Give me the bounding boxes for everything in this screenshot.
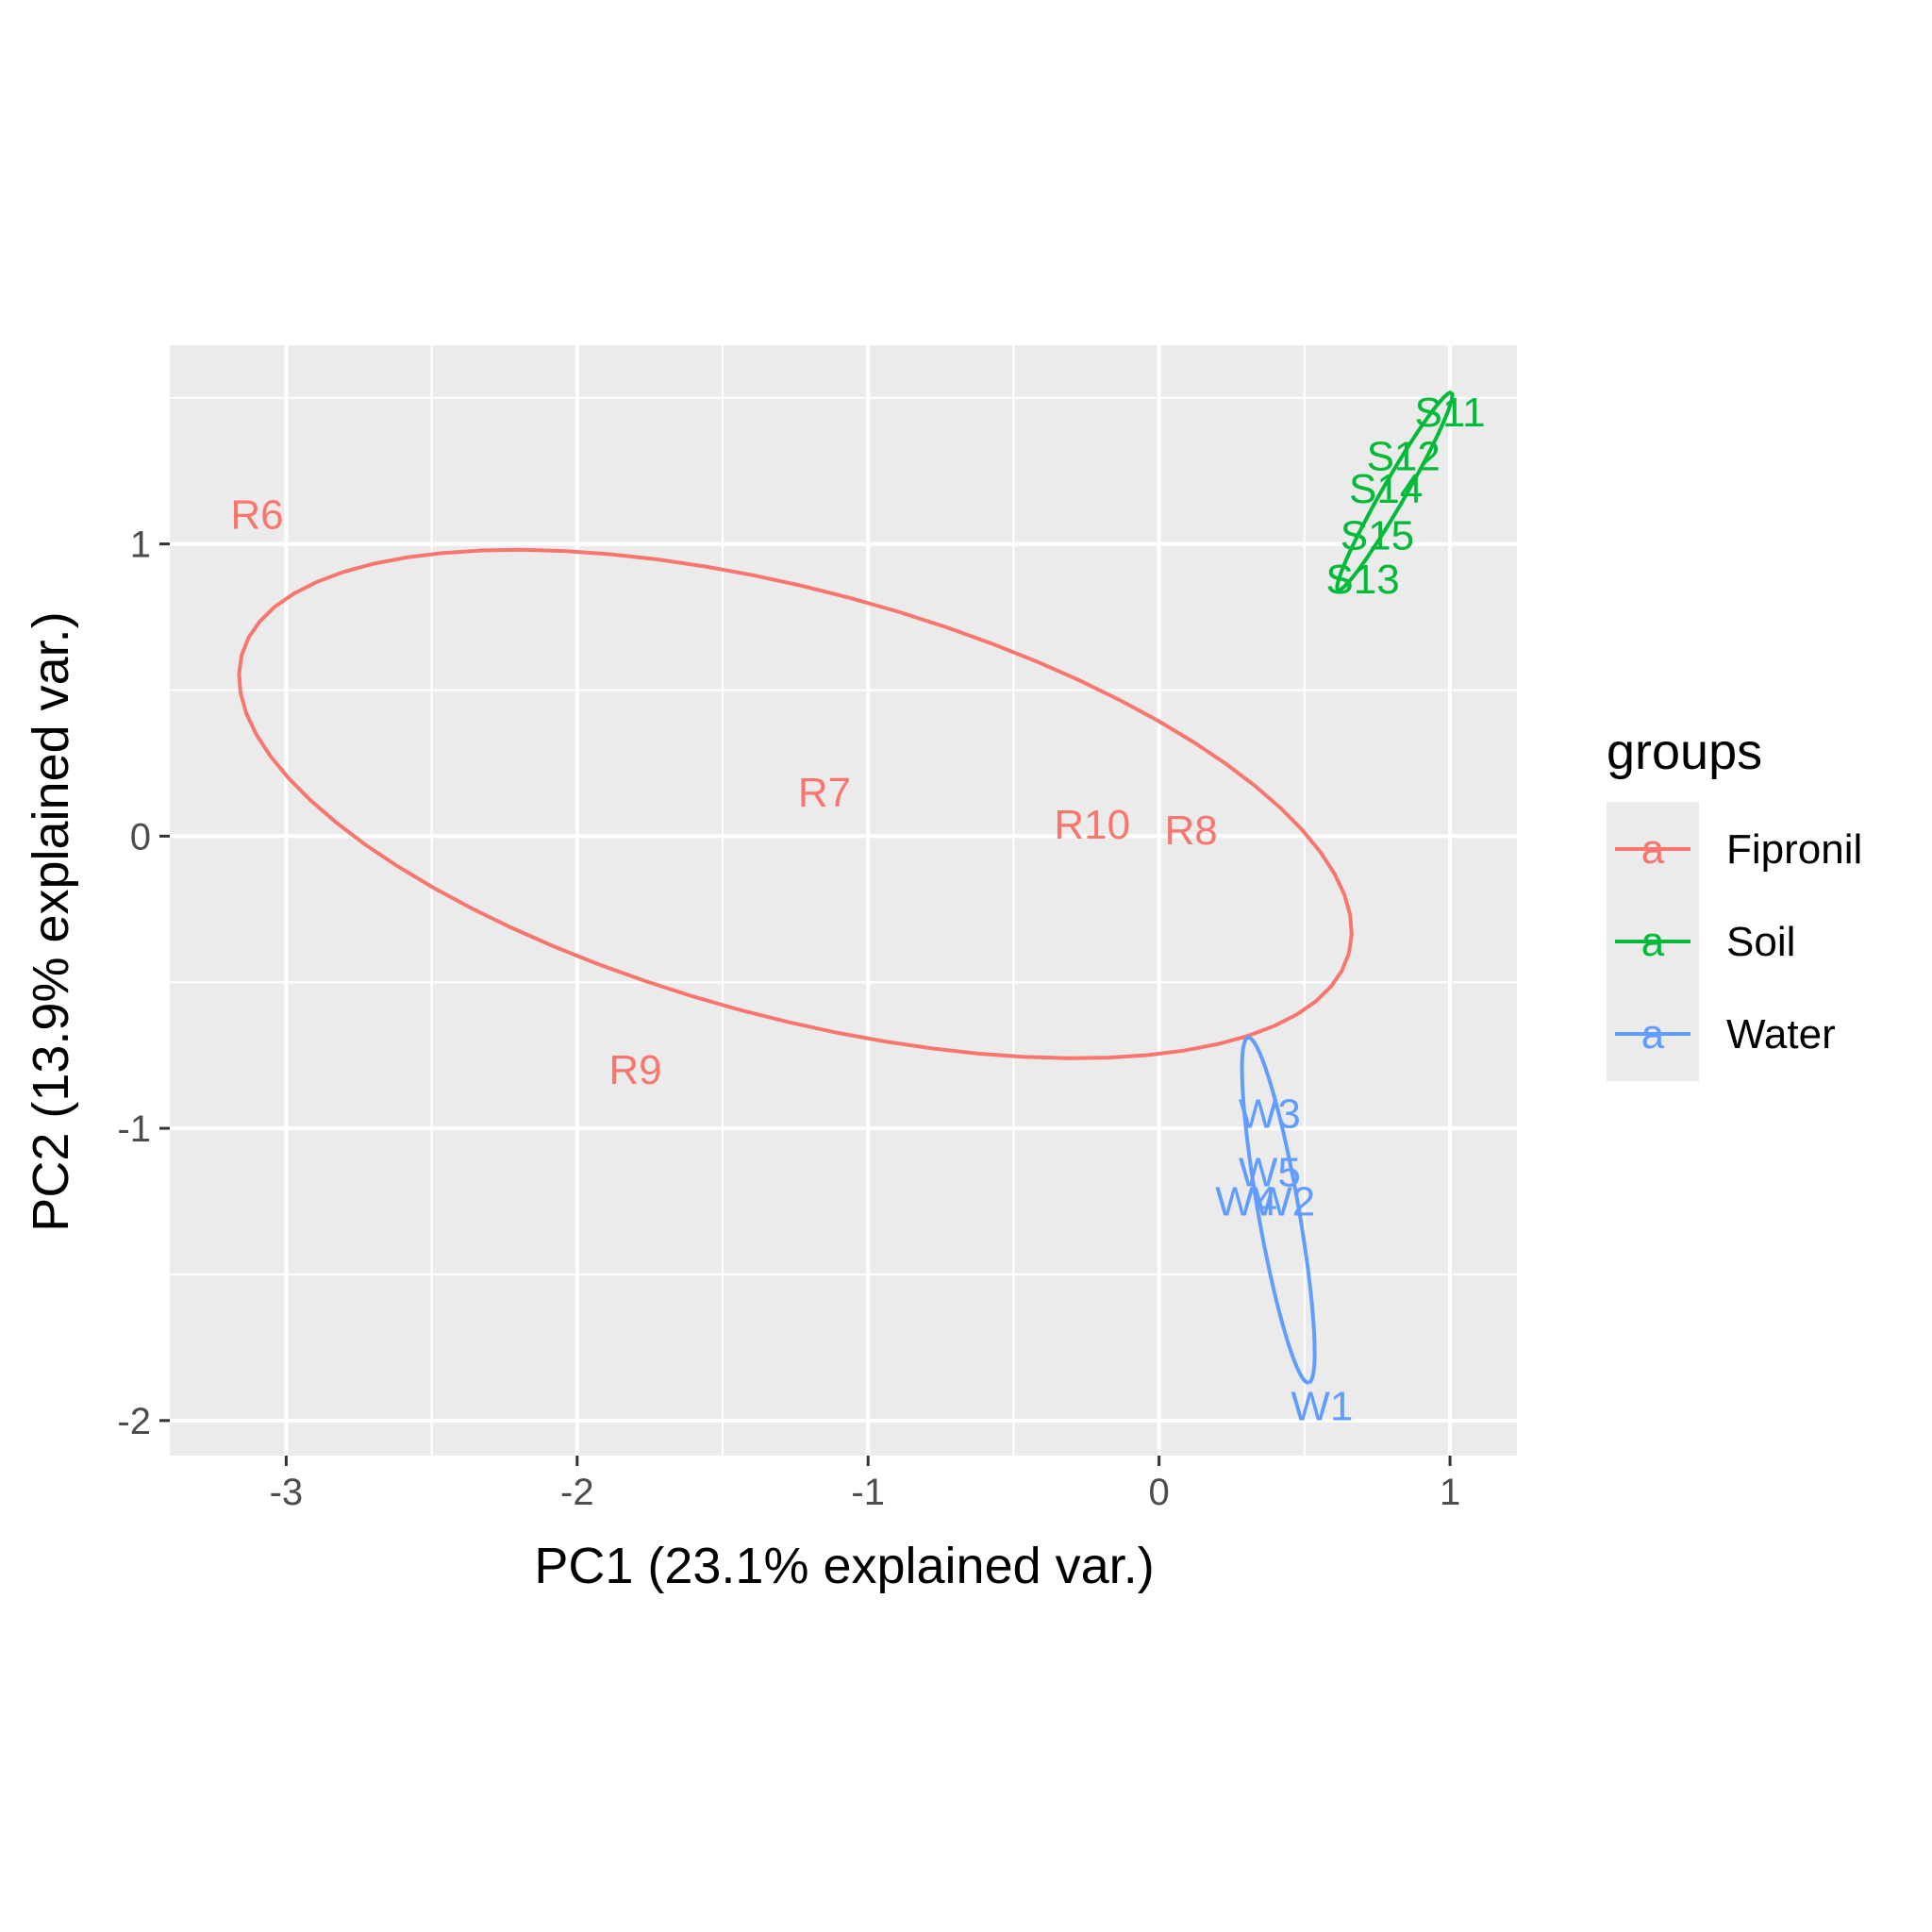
legend-key-glyph: a bbox=[1641, 919, 1665, 965]
y-axis: -2 -1 0 1 bbox=[117, 525, 170, 1442]
point-label-s12: S12 bbox=[1367, 434, 1441, 480]
legend-title: groups bbox=[1607, 724, 1762, 780]
ellipse-soil bbox=[1335, 391, 1455, 592]
point-label-w3: W3 bbox=[1239, 1091, 1301, 1138]
point-label-r9: R9 bbox=[608, 1047, 661, 1093]
y-tick-label: 1 bbox=[130, 525, 151, 566]
legend: groups a Fipronil a Soil a Water bbox=[1607, 724, 1862, 1081]
x-axis-title: PC1 (23.1% explained var.) bbox=[534, 1538, 1154, 1594]
point-label-r6: R6 bbox=[230, 492, 283, 539]
confidence-ellipses bbox=[237, 391, 1455, 1385]
point-label-s14: S14 bbox=[1349, 466, 1423, 512]
ellipse-fipronil bbox=[237, 547, 1354, 1060]
legend-label-soil: Soil bbox=[1726, 919, 1795, 965]
point-label-w1: W1 bbox=[1291, 1383, 1353, 1429]
panel-background bbox=[170, 345, 1517, 1456]
point-label-w5: W5 bbox=[1239, 1150, 1301, 1196]
x-tick-label: -2 bbox=[560, 1472, 594, 1513]
point-label-w2: W2 bbox=[1253, 1179, 1315, 1225]
ellipse-water bbox=[1240, 1035, 1317, 1385]
legend-key-glyph: a bbox=[1641, 826, 1665, 873]
x-tick-label: 0 bbox=[1149, 1472, 1170, 1513]
point-label-s11: S11 bbox=[1415, 390, 1486, 436]
minor-gridlines bbox=[170, 345, 1517, 1456]
point-label-r10: R10 bbox=[1054, 802, 1130, 848]
y-axis-title: PC2 (13.9% explained var.) bbox=[23, 611, 79, 1231]
point-label-r8: R8 bbox=[1164, 808, 1217, 854]
x-tick-label: -1 bbox=[851, 1472, 885, 1513]
x-tick-label: -3 bbox=[270, 1472, 304, 1513]
point-label-w4: W4 bbox=[1215, 1179, 1277, 1225]
y-tick-label: 0 bbox=[130, 816, 151, 858]
x-axis: -3 -2 -1 0 1 bbox=[270, 1456, 1460, 1513]
point-label-s13: S13 bbox=[1325, 557, 1399, 603]
point-label-s15: S15 bbox=[1341, 512, 1414, 558]
legend-label-water: Water bbox=[1726, 1011, 1836, 1058]
y-tick-label: -1 bbox=[117, 1108, 151, 1150]
point-label-r7: R7 bbox=[798, 770, 851, 816]
legend-key-glyph: a bbox=[1641, 1011, 1665, 1058]
x-tick-label: 1 bbox=[1440, 1472, 1460, 1513]
legend-label-fipronil: Fipronil bbox=[1726, 826, 1862, 873]
major-gridlines bbox=[170, 345, 1517, 1456]
y-tick-label: -2 bbox=[117, 1401, 151, 1442]
